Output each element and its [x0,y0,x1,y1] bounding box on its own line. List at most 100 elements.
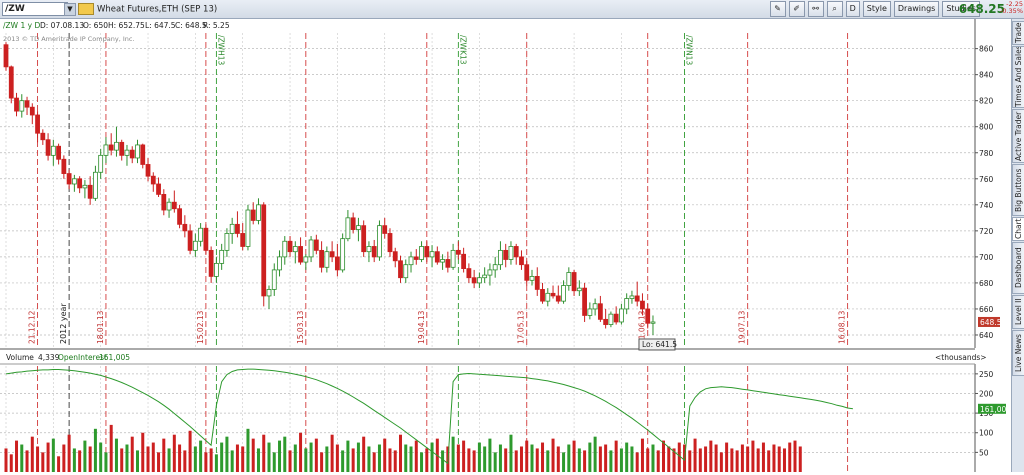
volume-bar [136,450,139,472]
candle-body [3,44,9,68]
volume-bar [672,448,676,472]
price-tag: 648.5 [980,318,1002,327]
candle-body [340,238,346,271]
candle-body [382,225,388,234]
candle-body [50,145,56,156]
candle-body [608,313,614,325]
sidebar-tab-active-trader[interactable]: Active Trader [1012,109,1024,163]
studies-button[interactable]: Studies [942,1,980,17]
volume-bar [509,434,513,472]
candle-body [629,295,635,299]
sidebar-tab-chart[interactable]: Chart [1012,217,1024,241]
toolbar: /ZW ▼ Wheat Futures,ETH (SEP 13) ✎ ✐ ⚯ ⌕… [0,0,1024,19]
volume-bar [46,442,50,472]
volume-bar [725,442,729,472]
volume-bar [57,456,61,472]
volume-bar [262,434,266,472]
description-text: Wheat Futures,ETH (SEP 13) [97,4,218,15]
volume-y-tick-label: 100 [979,429,994,438]
volume-bar [241,446,245,472]
volume-bar [472,450,476,472]
y-tick-label: 740 [979,201,994,210]
sidebar-tab-level-ii[interactable]: Level II [1012,295,1024,329]
volume-bar [414,440,418,472]
sidebar: Trade Times And Sales Active Trader Big … [1011,19,1024,472]
price-tag-bg [978,316,1000,327]
sidebar-tab-times-and-sales[interactable]: Times And Sales [1012,46,1024,108]
symbol-input[interactable]: /ZW [2,2,68,16]
candle-body [398,260,403,279]
candle-body [461,253,467,269]
candle-body [450,249,456,268]
y-tick-label: 860 [979,45,994,54]
candle-body [29,106,35,116]
candle-body [192,240,198,251]
volume-bar [251,438,255,472]
volume-bar [588,442,592,472]
wrench-icon[interactable]: ✎ [769,1,786,17]
magnifier-icon[interactable]: ⌕ [826,1,843,17]
volume-bar [67,434,71,472]
open-interest-line [5,368,853,465]
volume-bar [593,436,597,472]
volume-bar [125,444,129,472]
volume-bar [225,436,229,472]
volume-bar [630,446,634,472]
chart-svg[interactable]: 21.12.12 18.01.13 15.02.13 15.03.13 19.04.13… [0,19,1011,472]
drawings-button[interactable]: Drawings [893,1,940,17]
link-icon[interactable]: ⚯ [807,1,824,17]
volume-bar [625,442,629,472]
volume-bar [167,448,171,472]
y-tick-label: 680 [979,279,994,288]
volume-bar [788,442,792,472]
candle-body [235,223,240,234]
candle-body [135,144,140,159]
volume-bar [688,450,692,472]
volume-bar [36,446,40,472]
volume-bar [704,446,708,472]
volume-bar [157,452,161,472]
volume-bar [377,444,381,472]
volume-bar [146,446,150,472]
year-marker-label: 2012 year [59,303,68,344]
candle-body [597,303,603,320]
volume-bar [183,450,187,472]
sidebar-tab-live-news[interactable]: Live News [1012,330,1024,376]
sidebar-tab-big-buttons[interactable]: Big Buttons [1012,164,1024,216]
volume-bar [456,444,460,472]
candle-body [224,233,230,251]
candle-body [403,264,409,279]
volume-bar [288,450,292,472]
style-button[interactable]: Style [862,1,891,17]
volume-bar [430,442,434,472]
candle-body [587,308,593,316]
candle-body [119,141,125,156]
candle-body [203,227,209,251]
chart-area[interactable]: 21.12.12 18.01.13 15.02.13 15.03.13 19.04.13… [0,19,1011,472]
candle-body [256,204,261,221]
candle-body [40,132,46,141]
chevron-down-icon[interactable]: ▼ [64,3,76,16]
candle-body [103,144,109,156]
candle-body [377,225,382,258]
volume-bar [514,450,518,472]
volume-bar [451,436,455,472]
volume-bar [709,440,713,472]
candle-body [334,256,340,271]
candle-body [582,287,587,316]
candle-body [71,178,77,185]
sidebar-tab-dashboard[interactable]: Dashboard [1012,242,1024,294]
volume-bar [756,448,760,472]
sidebar-tab-trade[interactable]: Trade [1012,21,1024,45]
volume-bar [278,440,282,472]
pencil-icon[interactable]: ✐ [788,1,805,17]
candle-body [487,269,493,276]
candle-body [534,276,540,290]
period-button[interactable]: D [845,1,860,17]
candle-body [513,246,519,258]
toolbar-buttons: ✎ ✐ ⚯ ⌕ D Style Drawings Studies [769,1,980,17]
volume-bar [761,442,765,472]
change-percent: -0.35% [1000,7,1023,15]
expiration-marker-label: 16.08.13 [838,310,847,344]
candle-body [61,158,67,174]
